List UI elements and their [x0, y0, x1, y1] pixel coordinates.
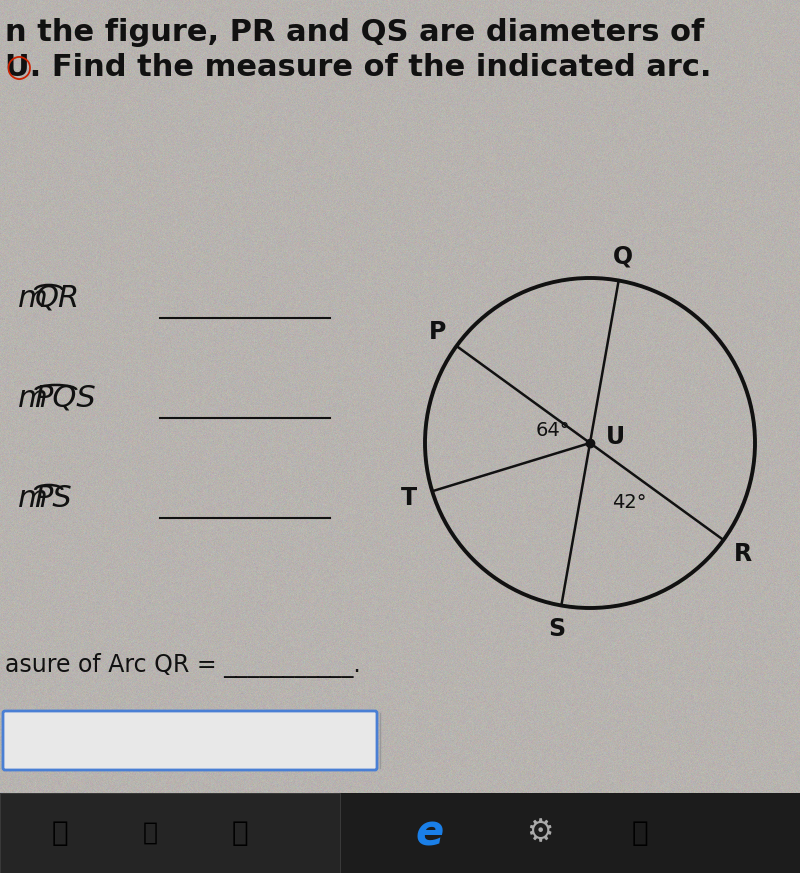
Text: R: R — [734, 542, 752, 566]
Text: 42°: 42° — [612, 493, 646, 512]
Text: m: m — [18, 484, 48, 513]
Text: Q: Q — [613, 244, 633, 269]
Text: m: m — [18, 384, 48, 413]
Text: ○: ○ — [5, 53, 32, 82]
Text: PQS: PQS — [34, 384, 96, 413]
Text: n the figure, PR and QS are diameters of: n the figure, PR and QS are diameters of — [5, 18, 704, 47]
Text: U: U — [606, 425, 625, 449]
Text: 🗓: 🗓 — [142, 821, 158, 845]
Text: U. Find the measure of the indicated arc.: U. Find the measure of the indicated arc… — [5, 53, 711, 82]
Text: asure of Arc QR = ___________.: asure of Arc QR = ___________. — [5, 653, 361, 678]
FancyBboxPatch shape — [3, 711, 377, 770]
Text: 64°: 64° — [535, 422, 570, 441]
Text: P: P — [429, 320, 446, 344]
Text: 📁: 📁 — [632, 819, 648, 847]
Text: 🛍: 🛍 — [232, 819, 248, 847]
Text: PS: PS — [34, 484, 72, 513]
Text: S: S — [549, 617, 566, 641]
Text: e: e — [416, 812, 444, 854]
Text: QR: QR — [34, 284, 80, 313]
Bar — [0, 793, 340, 873]
Text: 🎤: 🎤 — [52, 819, 68, 847]
Text: ⚙: ⚙ — [526, 819, 554, 848]
Text: m: m — [18, 284, 48, 313]
Text: T: T — [401, 486, 418, 510]
Bar — [0, 793, 800, 873]
